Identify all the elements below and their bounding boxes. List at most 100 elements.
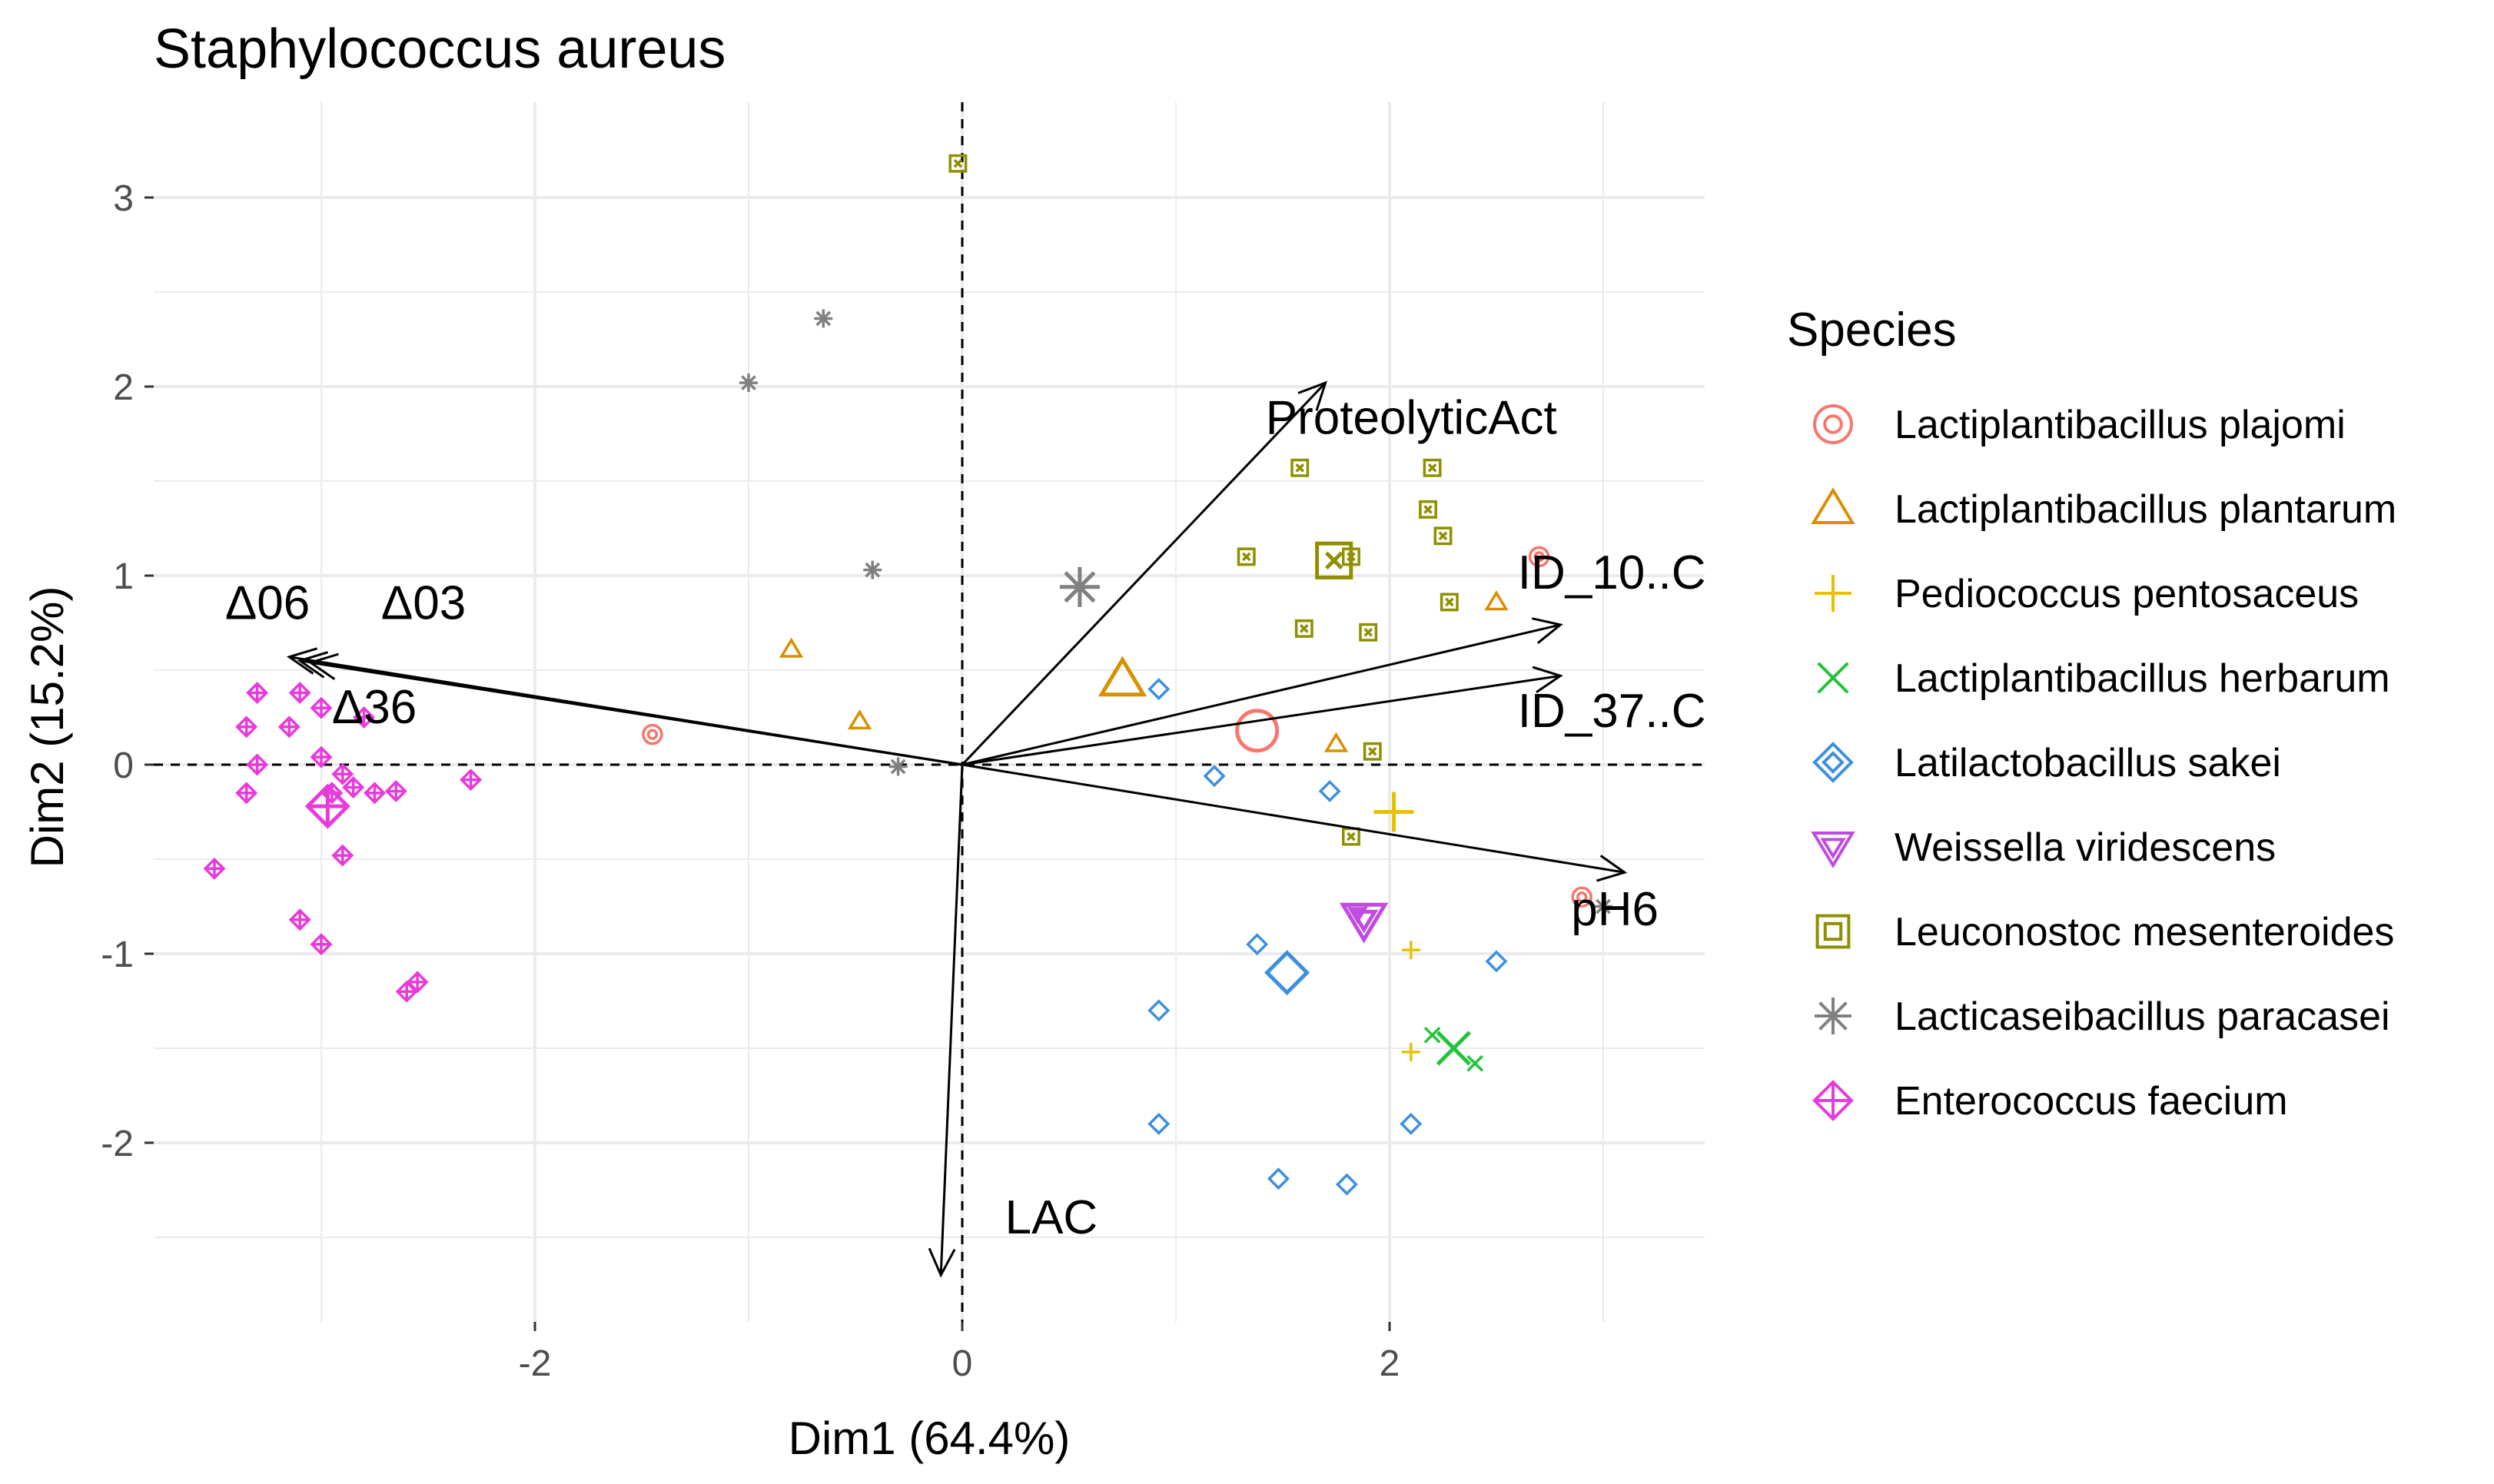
legend-item: Lacticaseibacillus paracasei xyxy=(1815,994,2390,1039)
data-point xyxy=(779,637,804,658)
y-tick-label: -2 xyxy=(101,1124,134,1164)
y-tick-label: 3 xyxy=(113,178,134,219)
variable-label: Δ36 xyxy=(332,681,417,734)
legend-label: Weissella viridescens xyxy=(1895,825,2276,870)
arrow-head xyxy=(1531,617,1563,645)
variable-label: ID_37..C xyxy=(1518,685,1706,738)
data-point xyxy=(331,844,354,867)
arrow-head xyxy=(1532,666,1563,693)
zero-lines xyxy=(154,102,1705,1322)
legend-label: Lactiplantibacillus herbarum xyxy=(1895,656,2390,701)
legend-label: Lacticaseibacillus paracasei xyxy=(1895,994,2390,1039)
data-point xyxy=(1401,941,1420,960)
legend-item: Lactiplantibacillus plantarum xyxy=(1811,487,2396,532)
legend-item: Weissella viridescens xyxy=(1811,825,2276,870)
variable-lac: LAC xyxy=(928,764,1098,1278)
legend-label: Lactiplantibacillus plajomi xyxy=(1895,403,2346,447)
data-point xyxy=(1203,765,1226,788)
data-point xyxy=(246,753,269,776)
series-lactiplantibacillus-plajomi xyxy=(642,546,1592,908)
variable-id-37-c: ID_37..C xyxy=(961,666,1706,766)
data-point xyxy=(310,696,333,719)
data-point xyxy=(1419,500,1437,519)
data-point xyxy=(1433,526,1453,546)
data-points xyxy=(203,154,1612,1196)
variable-label: ProteolyticAct xyxy=(1266,392,1557,445)
legend-item: Latilactobacillus sakei xyxy=(1812,741,2281,785)
variable-label: ID_10..C xyxy=(1518,546,1706,599)
data-point xyxy=(288,908,311,931)
legend-label: Lactiplantibacillus plantarum xyxy=(1895,487,2396,532)
data-point xyxy=(203,857,226,880)
data-point xyxy=(1335,1173,1358,1196)
data-point xyxy=(1267,1167,1290,1190)
legend-key-triangle xyxy=(1811,487,1855,524)
arrow-line xyxy=(961,623,1561,766)
group-centroid xyxy=(304,783,350,829)
legend-title: Species xyxy=(1787,304,1957,357)
arrow-head xyxy=(307,652,339,681)
data-point xyxy=(384,779,407,802)
data-point xyxy=(1484,590,1509,611)
x-tick-label: 0 xyxy=(952,1343,973,1384)
group-centroid xyxy=(1059,566,1100,607)
arrow-line xyxy=(961,674,1561,766)
legend-item: Lactiplantibacillus plajomi xyxy=(1813,403,2346,447)
data-point xyxy=(1485,950,1508,973)
data-point xyxy=(739,373,758,393)
data-point xyxy=(364,782,386,805)
y-tick-label: 1 xyxy=(113,556,134,597)
data-point xyxy=(1359,622,1378,642)
arrow-head xyxy=(1596,855,1628,882)
variable--36: Δ36 xyxy=(307,652,963,766)
data-point xyxy=(1294,619,1313,638)
variable-label: LAC xyxy=(1005,1191,1098,1244)
legend-item: Lactiplantibacillus herbarum xyxy=(1817,656,2390,701)
arrow-head xyxy=(928,1247,956,1278)
data-point xyxy=(277,715,301,739)
x-tick-label: 2 xyxy=(1380,1343,1400,1384)
legend-label: Latilactobacillus sakei xyxy=(1895,741,2281,785)
data-point xyxy=(1147,999,1171,1022)
data-point xyxy=(1147,678,1171,701)
arrow-line xyxy=(961,763,1626,874)
data-point xyxy=(1147,1112,1171,1135)
variable-ph6: pH6 xyxy=(961,763,1659,936)
series-lactiplantibacillus-herbarum xyxy=(1423,1026,1484,1072)
data-point xyxy=(1290,458,1310,477)
legend-key-asterisk xyxy=(1815,998,1851,1034)
arrow-head xyxy=(297,651,329,679)
data-point xyxy=(1400,1112,1423,1135)
legend-key-cross xyxy=(1817,662,1849,694)
group-centroid xyxy=(1436,1031,1471,1066)
arrow-head xyxy=(286,647,318,675)
data-point xyxy=(1440,593,1459,612)
variable-label: Δ03 xyxy=(381,577,466,630)
data-point xyxy=(1528,546,1550,568)
series-weissella-viridescens xyxy=(1339,902,1389,944)
x-axis-title: Dim1 (64.4%) xyxy=(789,1413,1071,1464)
group-centroid xyxy=(1235,709,1280,753)
data-point xyxy=(1237,547,1256,566)
data-point xyxy=(1423,458,1442,477)
x-tick-label: -2 xyxy=(519,1343,552,1384)
legend-key-triangle-down xyxy=(1811,832,1855,868)
arrow-line xyxy=(939,764,964,1276)
data-point xyxy=(1318,779,1341,802)
data-point xyxy=(888,757,908,776)
legend-label: Pediococcus pentosaceus xyxy=(1895,572,2359,616)
series-lacticaseibacillus-paracasei xyxy=(739,309,1612,916)
variable-proteolyticact: ProteolyticAct xyxy=(961,380,1557,766)
data-point xyxy=(948,154,968,173)
data-point xyxy=(288,682,311,704)
chart-title: Staphylococcus aureus xyxy=(154,18,726,80)
legend-key-square-cross xyxy=(1815,914,1851,949)
data-point xyxy=(1466,1054,1484,1072)
data-point xyxy=(1342,827,1360,846)
y-tick-label: 0 xyxy=(113,745,134,786)
data-point xyxy=(1423,1026,1441,1044)
arrow-line xyxy=(961,382,1327,766)
data-point xyxy=(1246,933,1269,956)
data-point xyxy=(246,682,269,704)
